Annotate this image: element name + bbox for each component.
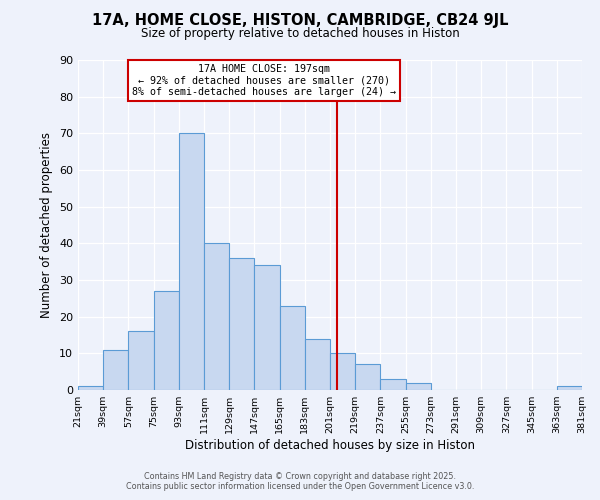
Bar (229, 258, 254, 390)
Bar (154, 291, 179, 390)
X-axis label: Distribution of detached houses by size in Histon: Distribution of detached houses by size … (185, 439, 475, 452)
Bar (204, 244, 229, 390)
Bar (380, 379, 406, 390)
Bar (280, 306, 305, 390)
Text: 17A, HOME CLOSE, HISTON, CAMBRIDGE, CB24 9JL: 17A, HOME CLOSE, HISTON, CAMBRIDGE, CB24… (92, 12, 508, 28)
Text: 17A HOME CLOSE: 197sqm
← 92% of detached houses are smaller (270)
8% of semi-det: 17A HOME CLOSE: 197sqm ← 92% of detached… (132, 64, 396, 97)
Bar (305, 338, 330, 390)
Bar (406, 382, 431, 390)
Bar (128, 332, 154, 390)
Bar (103, 350, 128, 390)
Bar (179, 134, 204, 390)
Bar (557, 386, 582, 390)
Bar (78, 386, 103, 390)
Bar (355, 364, 380, 390)
Bar (254, 266, 280, 390)
Text: Size of property relative to detached houses in Histon: Size of property relative to detached ho… (140, 28, 460, 40)
Bar (330, 354, 355, 390)
Text: Contains HM Land Registry data © Crown copyright and database right 2025.
Contai: Contains HM Land Registry data © Crown c… (126, 472, 474, 491)
Y-axis label: Number of detached properties: Number of detached properties (40, 132, 53, 318)
